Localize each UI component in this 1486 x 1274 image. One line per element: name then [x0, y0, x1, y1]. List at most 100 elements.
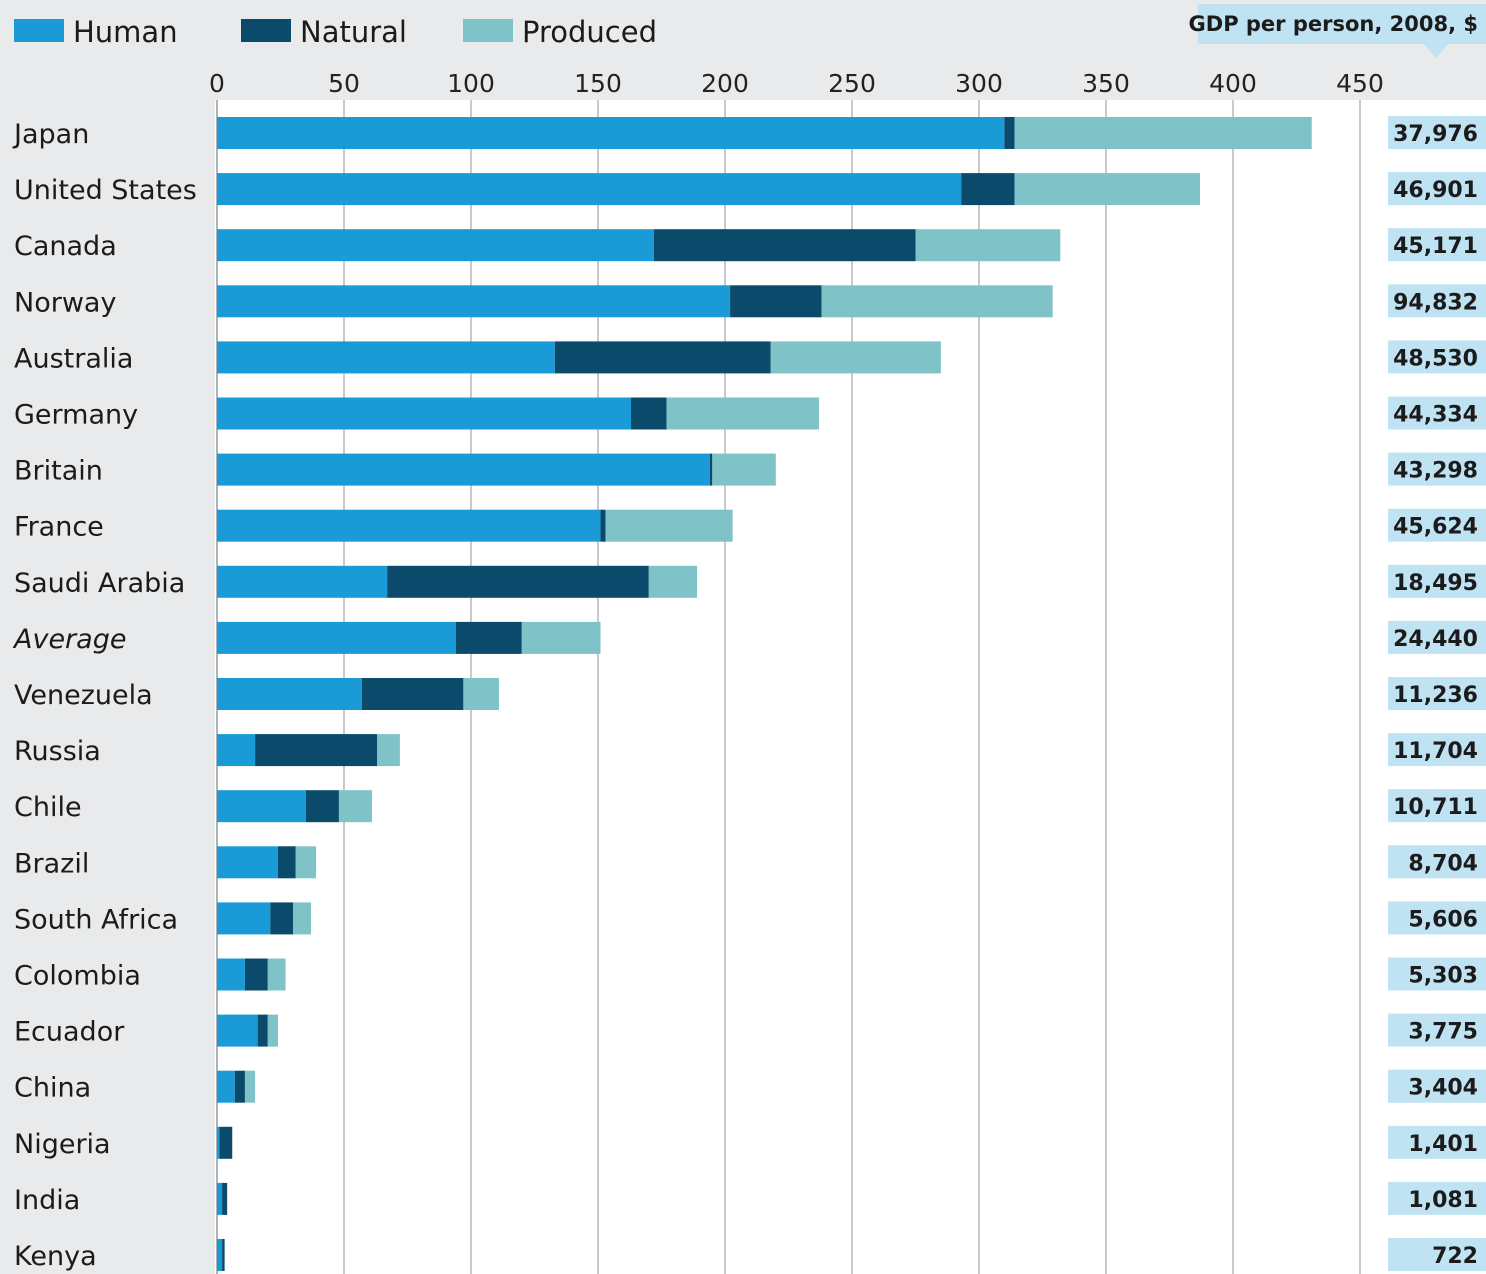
category-label: China — [14, 1073, 91, 1104]
bar-natural — [219, 1126, 233, 1159]
bar-produced — [1014, 117, 1312, 149]
bar-natural — [709, 453, 713, 486]
gdp-value: 37,976 — [1393, 122, 1478, 147]
bar-natural — [600, 509, 606, 542]
bar-produced — [295, 846, 317, 879]
bar-natural — [222, 1182, 228, 1215]
bar-human — [217, 678, 362, 710]
x-tick-label: 200 — [701, 69, 749, 98]
gdp-value: 48,530 — [1393, 346, 1478, 371]
gdp-value-box — [1388, 452, 1486, 486]
bar-natural — [257, 1014, 268, 1047]
gdp-value-box — [1388, 396, 1486, 430]
bar-human — [217, 958, 245, 991]
category-label: Norway — [14, 287, 116, 318]
bar-human — [217, 565, 388, 598]
legend: Human Natural Produced — [14, 15, 657, 49]
gdp-value-box — [1388, 789, 1486, 823]
bar-natural — [244, 958, 268, 991]
gdp-side-table: GDP per person, 2008, $ 37,976 46,901 45,17… — [1189, 4, 1486, 1271]
gdp-value: 11,236 — [1393, 683, 1478, 708]
bar-natural — [222, 1239, 225, 1271]
gdp-value: 1,401 — [1408, 1132, 1478, 1157]
gdp-value: 11,704 — [1393, 739, 1478, 764]
gdp-value: 18,495 — [1393, 571, 1478, 596]
gdp-value-box — [1388, 1013, 1486, 1047]
bar-human — [217, 621, 456, 654]
bar-natural — [270, 902, 294, 935]
category-label: Average — [12, 624, 126, 655]
gdp-value-box — [1388, 228, 1486, 262]
gdp-value-box — [1388, 620, 1486, 654]
category-labels: Japan United States Canada Norway Australia G… — [12, 119, 197, 1272]
bar-produced — [712, 453, 776, 486]
gdp-value: 24,440 — [1393, 627, 1478, 652]
bar-natural — [554, 341, 771, 374]
gdp-value-box — [1388, 564, 1486, 598]
bar-produced — [648, 565, 698, 598]
x-tick-label: 400 — [1209, 69, 1257, 98]
gdp-header-pointer — [1424, 44, 1448, 58]
category-label: Kenya — [14, 1241, 97, 1272]
gdp-value-box — [1388, 1181, 1486, 1215]
gdp-value: 45,171 — [1393, 234, 1478, 259]
gdp-value-box — [1388, 901, 1486, 935]
gdp-value-box — [1388, 284, 1486, 318]
bar-human — [217, 173, 962, 206]
bar-natural — [653, 229, 916, 262]
bar-natural — [730, 285, 822, 318]
bar-produced — [666, 397, 819, 430]
category-label: Australia — [14, 343, 133, 374]
bar-produced — [377, 734, 400, 767]
bar-human — [217, 229, 654, 262]
bar-natural — [234, 1070, 245, 1103]
bar-natural — [277, 846, 296, 879]
bar-human — [217, 1239, 223, 1271]
gdp-value-box — [1388, 1238, 1486, 1271]
bar-human — [217, 1126, 220, 1159]
gdp-value-box — [1388, 677, 1486, 710]
category-label: Venezuela — [14, 680, 153, 711]
bar-human — [217, 846, 278, 879]
legend-swatch-natural — [241, 19, 291, 42]
bar-natural — [961, 173, 1015, 206]
bar-human — [217, 1070, 235, 1103]
gdp-value: 1,081 — [1408, 1188, 1478, 1213]
bar-produced — [821, 285, 1053, 318]
category-label: Chile — [14, 792, 82, 823]
bar-human — [217, 117, 1005, 149]
gdp-value-box — [1388, 1125, 1486, 1159]
gdp-value-box — [1388, 508, 1486, 542]
gdp-value-box — [1388, 733, 1486, 767]
gdp-value-box — [1388, 845, 1486, 879]
category-label: United States — [14, 175, 197, 206]
bar-human — [217, 341, 555, 374]
gdp-value-box — [1388, 340, 1486, 374]
category-label: India — [14, 1185, 80, 1216]
bar-produced — [521, 621, 601, 654]
gdp-value: 5,303 — [1408, 964, 1478, 989]
bar-human — [217, 397, 632, 430]
x-axis-ticks: 0 50 100 150 200 250 300 350 400 450 — [209, 69, 1384, 98]
gdp-value: 3,775 — [1408, 1020, 1478, 1045]
bar-produced — [770, 341, 941, 374]
gdp-value: 94,832 — [1393, 290, 1478, 315]
bar-human — [217, 1182, 223, 1215]
legend-label-human: Human — [73, 15, 178, 49]
bar-human — [217, 902, 271, 935]
gdp-value: 722 — [1432, 1244, 1478, 1269]
x-tick-label: 300 — [955, 69, 1003, 98]
x-tick-label: 250 — [828, 69, 876, 98]
gdp-value: 45,624 — [1393, 515, 1478, 540]
bar-human — [217, 453, 710, 486]
bar-produced — [267, 1014, 278, 1047]
legend-label-produced: Produced — [522, 15, 657, 49]
bar-human — [217, 509, 601, 542]
category-label: Nigeria — [14, 1129, 111, 1160]
legend-label-natural: Natural — [300, 15, 407, 49]
category-label: Brazil — [14, 848, 89, 879]
gdp-value-box — [1388, 1069, 1486, 1103]
category-label: Russia — [14, 736, 101, 767]
bar-human — [217, 1014, 258, 1047]
x-tick-label: 0 — [209, 69, 225, 98]
